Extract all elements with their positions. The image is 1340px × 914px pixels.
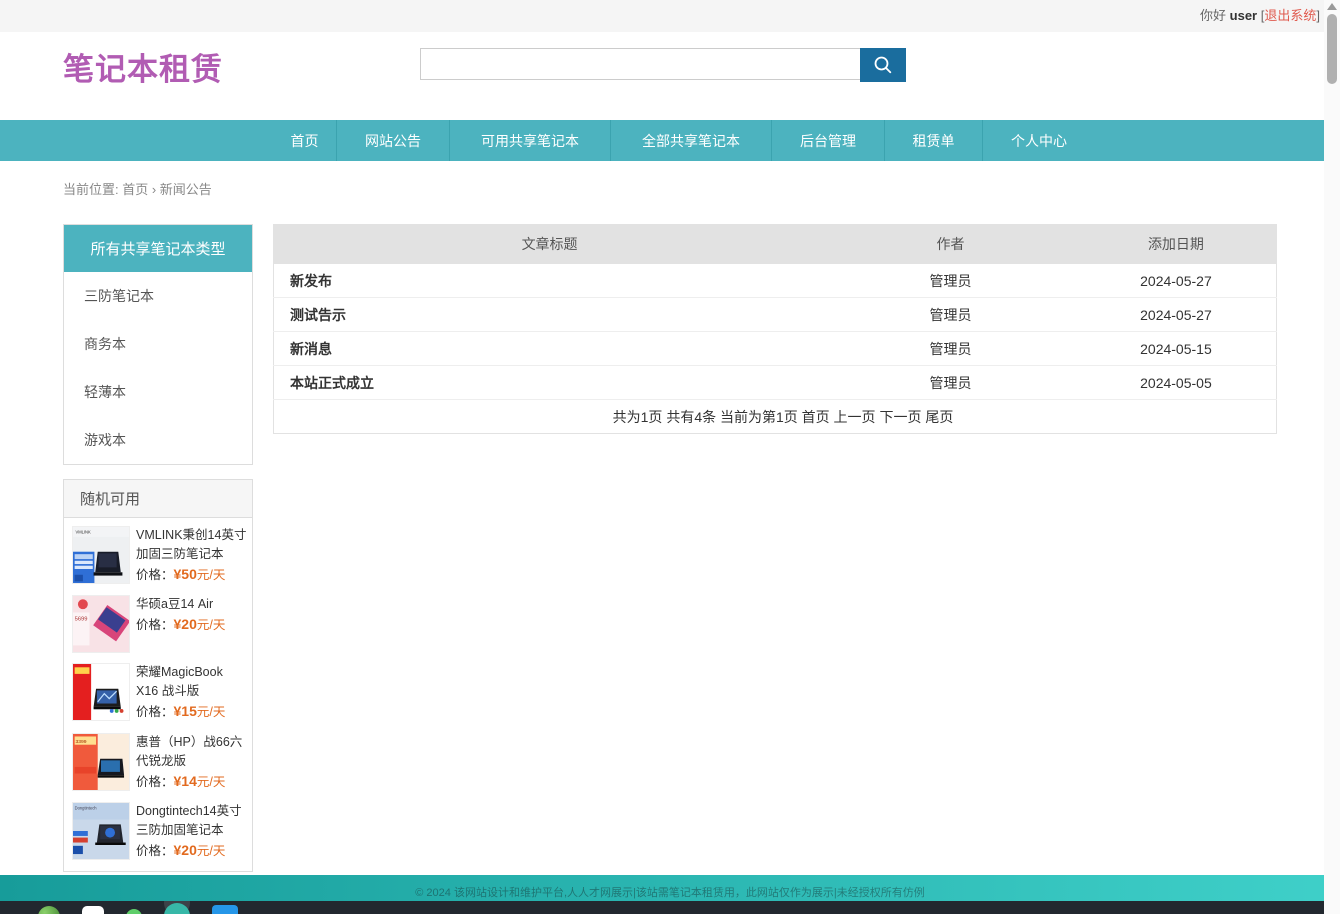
svg-text:VMLINK: VMLINK	[75, 530, 91, 535]
svg-text:5699: 5699	[75, 617, 88, 623]
svg-text:Dongtintech: Dongtintech	[75, 805, 98, 810]
svg-text:3399: 3399	[75, 739, 86, 745]
